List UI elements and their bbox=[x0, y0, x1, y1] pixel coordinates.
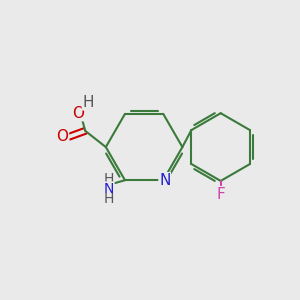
Text: H: H bbox=[103, 172, 114, 186]
Text: O: O bbox=[56, 129, 68, 144]
Text: F: F bbox=[216, 187, 225, 202]
Text: H: H bbox=[82, 95, 94, 110]
Text: O: O bbox=[72, 106, 85, 121]
Text: N: N bbox=[103, 182, 114, 196]
Text: N: N bbox=[159, 173, 170, 188]
Text: H: H bbox=[103, 192, 114, 206]
